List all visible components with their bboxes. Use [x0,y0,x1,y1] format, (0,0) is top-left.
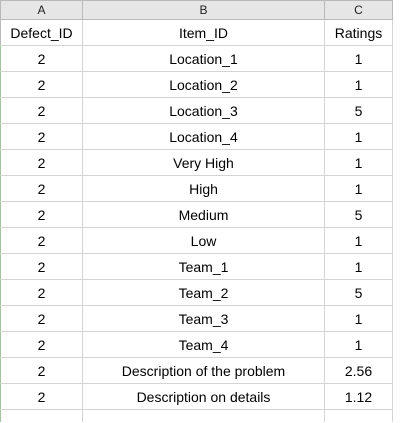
cell-rating[interactable]: 5 [324,97,393,124]
table-row: 2 Description on details 1.12 [0,383,393,410]
cell-rating[interactable]: 1 [324,253,393,280]
cell-rating[interactable]: 1 [324,227,393,254]
cell-defect-id[interactable]: 2 [0,201,83,228]
cell-rating[interactable]: 1 [324,305,393,332]
empty-cell[interactable] [82,409,325,422]
data-table: A B C Defect_ID Item_ID Ratings 2 Locatio… [0,0,393,422]
cell-rating[interactable]: 1 [324,331,393,358]
cell-defect-id[interactable]: 2 [0,331,83,358]
table-row: 2 Location_3 5 [0,97,393,124]
empty-cell[interactable] [0,409,83,422]
table-row: 2 High 1 [0,175,393,202]
cell-defect-id[interactable]: 2 [0,227,83,254]
cell-item-id[interactable]: Location_2 [82,71,325,98]
table-row: 2 Low 1 [0,227,393,254]
cell-rating[interactable]: 1 [324,71,393,98]
table-row: 2 Team_2 5 [0,279,393,306]
cell-item-id[interactable]: Description of the problem [82,357,325,384]
cell-item-id[interactable]: Location_3 [82,97,325,124]
cell-item-id[interactable]: Location_4 [82,123,325,150]
cell-item-id[interactable]: Very High [82,149,325,176]
cell-defect-id[interactable]: 2 [0,305,83,332]
cell-rating[interactable]: 1 [324,175,393,202]
cell-defect-id[interactable]: 2 [0,123,83,150]
cell-defect-id[interactable]: 2 [0,357,83,384]
cell-item-id[interactable]: Description on details [82,383,325,410]
cell-item-id[interactable]: Medium [82,201,325,228]
cell-rating[interactable]: 1 [324,149,393,176]
column-header-row: A B C [0,0,393,20]
table-row: 2 Very High 1 [0,149,393,176]
cell-item-id[interactable]: Team_3 [82,305,325,332]
cell-rating[interactable]: 1.12 [324,383,393,410]
table-row: 2 Team_4 1 [0,331,393,358]
cell-defect-id[interactable]: 2 [0,175,83,202]
cell-defect-id[interactable]: 2 [0,279,83,306]
cell-rating[interactable]: 2.56 [324,357,393,384]
cell-rating[interactable]: 1 [324,45,393,72]
table-row: 2 Medium 5 [0,201,393,228]
column-header-c[interactable]: C [324,0,393,20]
table-row: 2 Location_1 1 [0,45,393,72]
cell-ratings-header[interactable]: Ratings [324,19,393,46]
empty-cell[interactable] [324,409,393,422]
empty-row [0,409,393,422]
cell-defect-id[interactable]: 2 [0,45,83,72]
header-row: Defect_ID Item_ID Ratings [0,19,393,46]
table-row: 2 Location_4 1 [0,123,393,150]
table-row: 2 Team_1 1 [0,253,393,280]
cell-rating[interactable]: 5 [324,279,393,306]
table-row: 2 Team_3 1 [0,305,393,332]
cell-defect-id-header[interactable]: Defect_ID [0,19,83,46]
column-header-a[interactable]: A [0,0,83,20]
cell-item-id[interactable]: High [82,175,325,202]
table-row: 2 Description of the problem 2.56 [0,357,393,384]
cell-item-id[interactable]: Team_1 [82,253,325,280]
cell-defect-id[interactable]: 2 [0,97,83,124]
cell-item-id[interactable]: Team_4 [82,331,325,358]
cell-item-id[interactable]: Location_1 [82,45,325,72]
cell-defect-id[interactable]: 2 [0,149,83,176]
cell-defect-id[interactable]: 2 [0,253,83,280]
cell-rating[interactable]: 5 [324,201,393,228]
cell-item-id-header[interactable]: Item_ID [82,19,325,46]
cell-item-id[interactable]: Low [82,227,325,254]
cell-item-id[interactable]: Team_2 [82,279,325,306]
column-header-b[interactable]: B [82,0,325,20]
table-row: 2 Location_2 1 [0,71,393,98]
cell-defect-id[interactable]: 2 [0,383,83,410]
cell-rating[interactable]: 1 [324,123,393,150]
cell-defect-id[interactable]: 2 [0,71,83,98]
